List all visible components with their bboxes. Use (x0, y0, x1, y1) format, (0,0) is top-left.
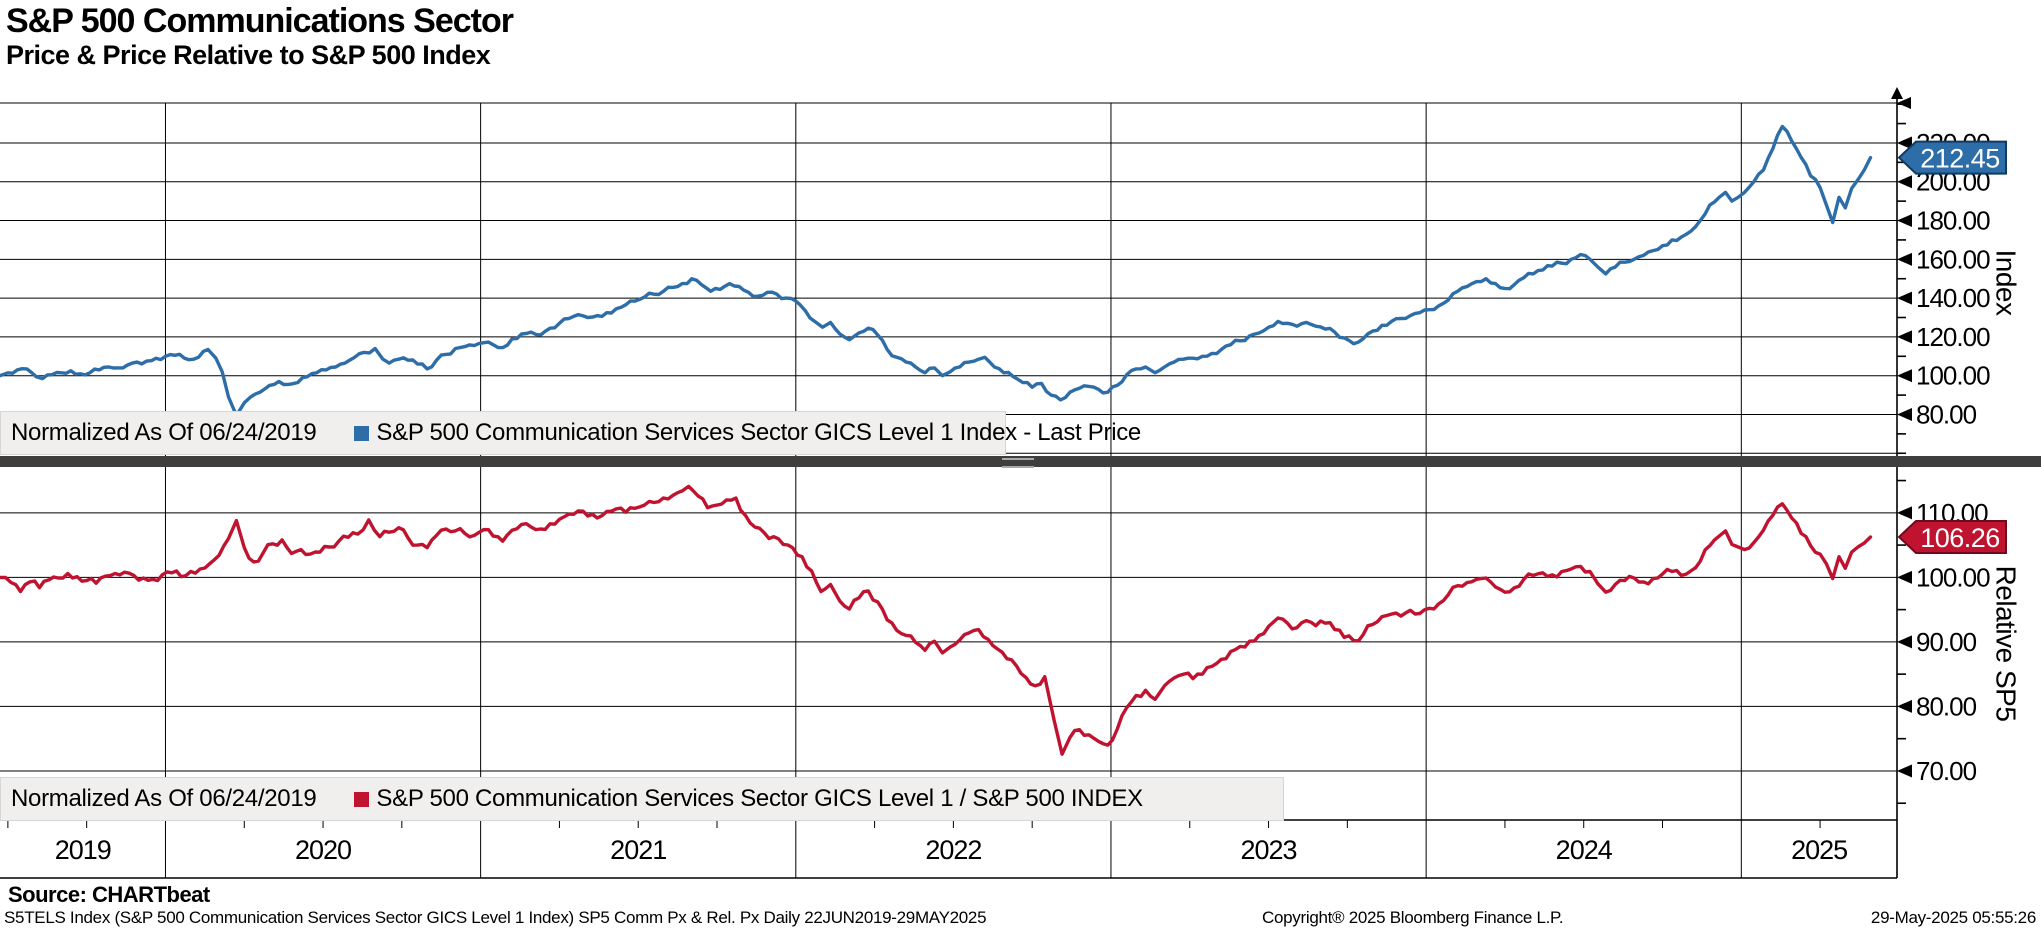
top-series-label: S&P 500 Communication Services Sector GI… (376, 419, 1141, 446)
x-axis-year-label: 2024 (1556, 835, 1613, 865)
x-axis-year-label: 2020 (295, 835, 351, 865)
bottom-axis-title: Relative SP5 (1991, 566, 2022, 722)
chart-description: S5TELS Index (S&P 500 Communication Serv… (4, 908, 987, 927)
top-chart-panel: 80.00100.00120.00140.00160.00180.00200.0… (0, 87, 2022, 462)
top-axis-tick-label: 80.00 (1916, 399, 1977, 429)
x-axis-band: 2019 2020 2021 2022 2023 2024 2025 (0, 819, 1897, 879)
bottom-last-price-value: 106.26 (1920, 523, 2000, 553)
copyright-label: Copyright® 2025 Bloomberg Finance L.P. (1262, 908, 1564, 927)
bottom-axis-tick-label: 70.00 (1916, 756, 1977, 786)
top-gridlines (0, 102, 1897, 462)
bottom-axis-tick-label: 80.00 (1916, 691, 1977, 721)
top-price-line (0, 124, 1873, 418)
top-last-price-badge: 212.45 (1897, 140, 2007, 175)
x-axis-year-label: 2021 (610, 835, 666, 865)
red-series-swatch-icon (354, 791, 370, 807)
bottom-normalized-label: Normalized As Of 06/24/2019 (11, 785, 317, 812)
top-normalized-label: Normalized As Of 06/24/2019 (11, 419, 317, 446)
x-axis-year-label: 2025 (1791, 835, 1847, 865)
top-axis-tick-label: 140.00 (1916, 283, 1990, 313)
bottom-last-price-badge: 106.26 (1897, 519, 2007, 554)
bottom-axis-tick-label: 90.00 (1916, 627, 1977, 657)
bottom-legend-band: Normalized As Of 06/24/2019 S&P 500 Comm… (0, 777, 1284, 821)
top-last-price-value: 212.45 (1920, 144, 2000, 174)
panel-divider (0, 456, 2041, 468)
bottom-series-label: S&P 500 Communication Services Sector GI… (376, 785, 1143, 812)
bottom-axis-tick-label: 100.00 (1916, 562, 1990, 592)
page-title: S&P 500 Communications Sector (6, 2, 514, 40)
splitter-handle-icon[interactable] (1002, 458, 1034, 468)
top-axis-tick-label: 160.00 (1916, 244, 1990, 274)
bottom-gridlines (0, 467, 1897, 820)
top-axis-tick-label: 100.00 (1916, 361, 1990, 391)
x-axis-year-label: 2022 (925, 835, 981, 865)
top-right-axis: 80.00100.00120.00140.00160.00180.00200.0… (1891, 87, 2022, 462)
top-axis-title: Index (1991, 250, 2022, 316)
x-axis-year-label: 2023 (1241, 835, 1297, 865)
x-axis-year-label: 2019 (55, 835, 111, 865)
chart-header: S&P 500 Communications Sector Price & Pr… (6, 2, 514, 71)
top-legend-band: Normalized As Of 06/24/2019 S&P 500 Comm… (0, 411, 1141, 455)
top-axis-tick-label: 180.00 (1916, 206, 1990, 236)
blue-series-swatch-icon (354, 425, 370, 441)
source-label: Source: CHARTbeat (8, 882, 210, 907)
timestamp-label: 29-May-2025 05:55:26 (1870, 908, 2036, 927)
bottom-price-line (0, 484, 1873, 756)
page-subtitle: Price & Price Relative to S&P 500 Index (6, 40, 491, 70)
top-axis-tick-label: 120.00 (1916, 322, 1990, 352)
